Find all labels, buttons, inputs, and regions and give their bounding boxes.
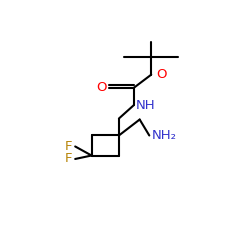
Text: O: O xyxy=(96,81,106,94)
Text: NH: NH xyxy=(136,98,156,112)
Text: F: F xyxy=(65,152,73,166)
Text: NH₂: NH₂ xyxy=(152,129,176,142)
Text: F: F xyxy=(65,140,73,153)
Text: O: O xyxy=(156,68,167,81)
